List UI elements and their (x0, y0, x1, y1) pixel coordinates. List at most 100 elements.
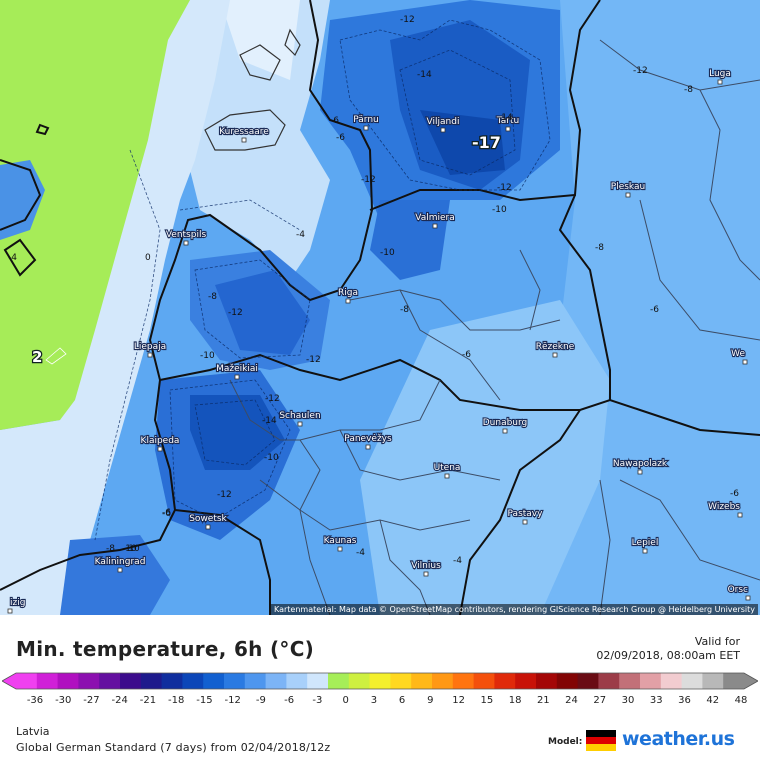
city-label: Utena (434, 463, 461, 473)
isotherm-label: 0 (145, 253, 151, 263)
isotherm-lines (94, 19, 551, 541)
colorbar-segment (328, 673, 350, 689)
colorbar-segment (307, 673, 329, 689)
city-markers: Pärnu Viljandi Tartu Luga Kuressaare Pleskau V… (7, 68, 751, 614)
city-label: Pastavy (508, 509, 544, 519)
city-label: Rēzekne (536, 342, 575, 352)
city-ventspils: Ventspils (165, 229, 208, 246)
city-marker (444, 473, 450, 479)
city-kuressaare: Kuressaare (218, 126, 270, 143)
isotherm-label: -12 (633, 66, 648, 76)
city-marker (117, 567, 123, 573)
isotherm-label: -8 (595, 243, 604, 253)
colorbar-tick-label: -21 (139, 695, 157, 706)
city-marker (625, 192, 631, 198)
isotherm-label: -6 (336, 133, 345, 143)
colorbar-tick-label: 24 (565, 695, 578, 706)
isotherm-label: -12 (265, 394, 280, 404)
temperature-map[interactable]: Pärnu Viljandi Tartu Luga Kuressaare Pleskau V… (0, 0, 760, 615)
city-label: Kaliningrad (95, 557, 146, 567)
isotherm-label: -14 (417, 70, 432, 80)
latvia-russia-border (558, 194, 611, 400)
isotherm-label: -12 (228, 308, 243, 318)
city-label: Dunaburg (483, 418, 528, 428)
colorbar-segment (390, 673, 412, 689)
city-pastavy: Pastavy (506, 508, 544, 525)
city-label: Luga (709, 69, 731, 79)
city-marker (522, 519, 528, 525)
hiiumaa-coast (239, 44, 281, 81)
isotherm-label: -6 (730, 489, 739, 499)
colorbar-segment (244, 673, 267, 689)
city-label: Liepaja (134, 342, 166, 352)
weather-us-logo[interactable]: weather.us (622, 728, 735, 750)
latvia-gulf-coast-border (148, 0, 374, 381)
city-marker (157, 446, 163, 452)
regional-borders (229, 39, 760, 615)
valid-for-label: Valid for (694, 635, 740, 648)
colorbar-tick-label: 27 (593, 695, 607, 706)
color-scale-ticks: -36 -30 -27 -24 -21 -18 -15 -12 -9 -6 -3 0 3 6 9 12 15 18… (0, 695, 760, 709)
city-marker (423, 571, 429, 577)
city-label: Viljandi (427, 117, 460, 127)
city-label: Kaunas (324, 536, 357, 546)
country-borders (0, 0, 760, 615)
colorbar-segment (723, 673, 745, 689)
valmiera-cold-zone (370, 200, 450, 280)
city-izig: izig (7, 597, 27, 614)
coastal-sea (0, 0, 230, 615)
colorbar-segment (702, 673, 724, 689)
city-sowetsk: Sowetsk (188, 513, 229, 530)
city-label: Orsc (728, 585, 748, 595)
colorbar-segment (224, 673, 246, 689)
colorbar-segment (681, 673, 703, 689)
colorbar-segment (452, 673, 475, 689)
isotherm-label: -10 (264, 453, 279, 463)
colorbar-tick-label: 48 (734, 695, 748, 706)
isotherm-label: -6 (162, 508, 171, 518)
model-run-info: Global German Standard (7 days) from 02/… (16, 741, 331, 754)
city-marker (737, 512, 743, 518)
isotherm-label: -6 (650, 305, 659, 315)
colorbar-segment (286, 673, 308, 689)
colorbar-tick-label: 12 (452, 695, 465, 706)
colorbar-tick-label: 18 (508, 695, 522, 706)
city-tartu: Tartu (495, 115, 520, 132)
isotherm-label: -8 (684, 85, 693, 95)
colorbar-tick-label: -18 (168, 695, 185, 706)
colorbar-tick-label: 3 (370, 695, 378, 706)
colorbar-segment (432, 673, 454, 689)
colorbar-segment (473, 673, 495, 689)
city-utena: Utena (432, 462, 462, 479)
city-r-zekne: Rēzekne (535, 341, 576, 358)
map-attribution: Kartenmaterial: Map data © OpenStreetMap… (270, 604, 758, 615)
city-marker (717, 79, 723, 85)
isotherm-label: -12 (400, 15, 415, 25)
colorbar-tick-label: -6 (284, 695, 295, 706)
city-riga: Riga (337, 287, 359, 304)
german-flag-icon (586, 730, 616, 751)
colorbar-tick-label: 42 (706, 695, 720, 706)
city-marker (745, 595, 751, 601)
central-mild-zone (360, 300, 610, 615)
city-label: Schaulen (279, 411, 320, 421)
city-luga: Luga (708, 68, 732, 85)
isotherm-label: -12 (497, 183, 512, 193)
colorbar-segment (515, 673, 537, 689)
city-valmiera: Valmiera (414, 212, 456, 229)
color-scale-bar (2, 672, 758, 690)
city-marker (637, 469, 643, 475)
sea-marker-shape (45, 347, 67, 365)
city-marker (337, 546, 343, 552)
colorbar-segment (78, 673, 100, 689)
city-label: Pleskau (611, 182, 645, 192)
city-label: Wizebs (708, 502, 740, 512)
colorbar-tick-label: 15 (480, 695, 494, 706)
city-nawapolazk: Nawapolazk (612, 458, 669, 475)
colorbar-tick-label: 30 (621, 695, 635, 706)
lithuania-coast-border (0, 379, 177, 591)
colorbar-min-arrow (2, 673, 16, 689)
city-marker (147, 352, 153, 358)
lithuania-kaliningrad-border (174, 509, 271, 615)
colorbar-tick-label: -24 (111, 695, 128, 706)
